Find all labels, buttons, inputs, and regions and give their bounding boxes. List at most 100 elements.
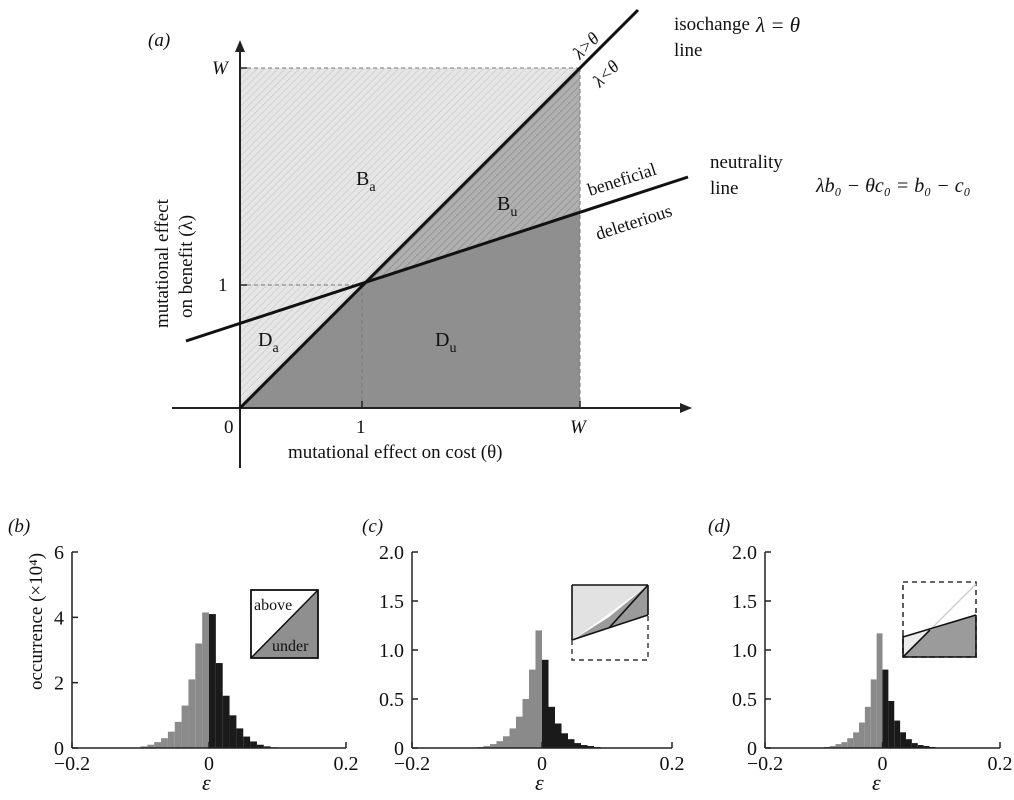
- inset-d-neutral: [902, 614, 977, 638]
- hist-c-bar: [555, 723, 562, 748]
- region-ba-sub: a: [369, 180, 376, 195]
- hist-b-bar: [263, 746, 271, 748]
- hist-b-y-tick-label: 6: [54, 542, 64, 564]
- hist-b-bar: [188, 679, 196, 748]
- region-du-main: D: [435, 329, 449, 351]
- hist-d-y-tick-label: 1.0: [732, 640, 757, 662]
- hist-d-y-tick-label: 0: [747, 738, 757, 760]
- region-label-bu: Bu: [497, 193, 517, 220]
- lambda-greater-label: λ>θ: [568, 28, 603, 63]
- hist-c-inset: [571, 584, 649, 661]
- hist-c-bar: [516, 716, 523, 748]
- hist-d-bar: [870, 679, 877, 748]
- isochange-equation: λ = θ: [755, 13, 800, 37]
- hist-b-x-tick-label: −0.2: [54, 753, 90, 775]
- inset-c-above-region: [572, 585, 648, 640]
- hist-c-bar: [490, 744, 497, 748]
- hist-d-bar: [911, 743, 918, 748]
- inset-d-solid: [902, 615, 977, 658]
- inset-b-diagonal: [250, 589, 319, 659]
- hist-b-x-tick-label: 0.2: [334, 753, 359, 775]
- hist-c-y-tick-label: 1.0: [379, 640, 404, 662]
- hist-c-bar: [587, 746, 594, 748]
- hist-d-bars: [823, 633, 942, 748]
- inset-c-dashed: [571, 615, 649, 661]
- hist-d-bar: [900, 732, 906, 748]
- hist-b-bar: [256, 744, 264, 748]
- hist-b-bar: [154, 742, 162, 748]
- hist-d-bar: [882, 669, 889, 748]
- hist-b-inset: above under: [250, 589, 319, 659]
- hist-d-bar: [917, 745, 924, 748]
- hist-c-bar: [548, 706, 555, 748]
- hist-b-y-tick-label: 0: [54, 738, 64, 760]
- hist-c-x-tick-label: −0.2: [394, 753, 430, 775]
- hist-c-x-axis-label: ε: [535, 770, 544, 795]
- hist-b-bar: [181, 705, 189, 748]
- neutrality-label: neutrality: [710, 152, 783, 173]
- hist-b-x-ticks: −0.2 0 0.2: [54, 742, 359, 775]
- hist-c-bar: [529, 669, 536, 748]
- hist-d-x-axis-label: ε: [872, 770, 881, 795]
- panel-b-label: (b): [8, 516, 30, 537]
- hist-c-x-tick-label: 0.2: [660, 753, 685, 775]
- neutrality-line: [185, 175, 689, 343]
- hist-c-bar: [522, 699, 529, 748]
- hist-c-bar: [535, 630, 542, 748]
- neutrality-equation: λb₀ − θc₀ = b₀ − c₀: [815, 175, 971, 197]
- hist-c-bar: [581, 745, 588, 748]
- inset-b-frame: [250, 589, 319, 659]
- panel-c-label: (c): [362, 516, 383, 537]
- hist-d-bar: [853, 732, 859, 748]
- inset-d-under-region: [903, 615, 976, 657]
- hist-b-bar: [167, 731, 175, 748]
- guide-lines: [240, 67, 581, 408]
- y-axis-arrow: [235, 40, 245, 52]
- hist-d-bar: [923, 746, 930, 748]
- hist-b-y-axis-label: occurrence (×10⁴): [26, 553, 47, 690]
- hist-d-x-tick-label: 0.2: [988, 753, 1013, 775]
- hist-c-y-tick-label: 2.0: [379, 542, 404, 564]
- y-tick-label-1: 1: [218, 275, 228, 296]
- hist-b-bar: [243, 736, 251, 748]
- panel-a-label: (a): [148, 30, 170, 51]
- hist-d-bar: [841, 742, 848, 748]
- hist-d-y-ticks: 0 0.5 1.0 1.5 2.0: [732, 542, 771, 760]
- hist-c-y-ticks: 0 0.5 1.0 1.5 2.0: [379, 542, 418, 760]
- hist-d-bar: [864, 706, 871, 748]
- hist-d-y-tick-label: 1.5: [732, 591, 757, 613]
- region-da-sub: a: [272, 341, 279, 356]
- inset-c-iso: [608, 584, 649, 629]
- y-axis-label-line1: mutational effect: [152, 198, 173, 328]
- hist-b-bar: [215, 663, 223, 748]
- hist-c-bar: [568, 739, 575, 748]
- hist-c-bar: [483, 746, 490, 748]
- hist-b-bar: [140, 746, 148, 748]
- isochange-line: [238, 8, 640, 410]
- hist-c-bar: [509, 728, 516, 748]
- hist-b-x-tick-label: 0: [204, 753, 214, 775]
- x-tick-label-w: W: [570, 417, 588, 438]
- hist-c-bar: [561, 733, 568, 748]
- hist-b-bar: [174, 721, 182, 748]
- hist-d-bar: [906, 739, 912, 748]
- hist-b-bar: [209, 614, 216, 748]
- hist-b-y-tick-label: 2: [54, 673, 64, 695]
- hist-d-inset: [902, 581, 977, 658]
- hist-d-bar: [876, 633, 883, 748]
- lambda-less-label: λ<θ: [588, 56, 623, 91]
- hist-d-x-ticks: −0.2 0 0.2: [747, 742, 1013, 775]
- hist-d-bar: [847, 738, 854, 748]
- hist-c-x-tick-label: 0: [537, 753, 547, 775]
- region-label-du: Du: [435, 329, 456, 356]
- hist-b-bar: [236, 728, 244, 748]
- x-axis-arrow: [680, 403, 692, 413]
- region-bu-sub: u: [510, 205, 517, 220]
- hist-b-bar: [147, 744, 155, 748]
- hist-c-bars: [477, 630, 607, 748]
- panel-c: (c) 00.51.01.52.0 −0.2 0 0.2 ε: [362, 516, 685, 795]
- hist-b-bar: [195, 643, 203, 748]
- hist-c-bar: [503, 736, 510, 748]
- hist-b-bar: [229, 715, 237, 748]
